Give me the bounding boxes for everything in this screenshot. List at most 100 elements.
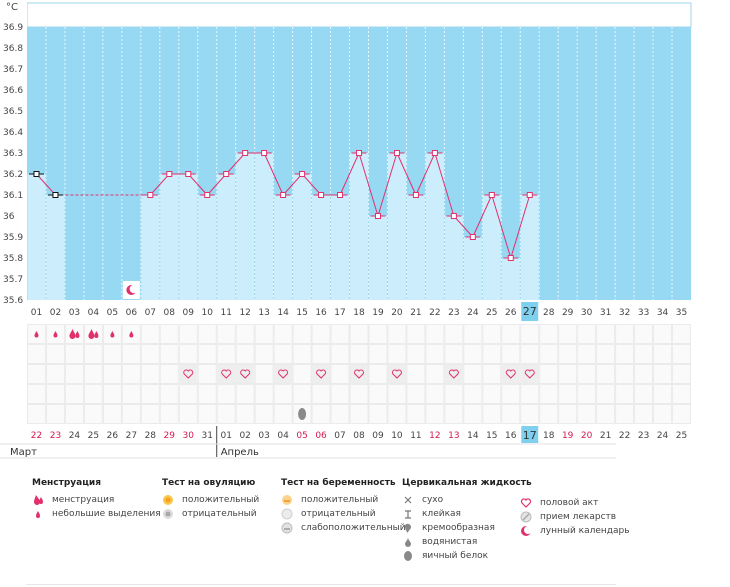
- y-tick-label: 36.2: [3, 170, 23, 180]
- y-tick-label: 35.6: [3, 296, 23, 306]
- symptom-cell: [672, 364, 691, 384]
- symptom-cell: [216, 324, 236, 344]
- y-tick-label: 36.1: [3, 191, 23, 201]
- cycle-day-label: 35: [676, 308, 687, 318]
- symptom-cell: [387, 344, 407, 364]
- bottom-divider: [26, 584, 616, 585]
- symptom-cell: [444, 344, 464, 364]
- cycle-day-label: 07: [145, 308, 156, 318]
- cycle-day-label: 25: [486, 308, 497, 318]
- legend-label: отрицательный: [301, 509, 376, 519]
- temperature-bar: [27, 174, 46, 300]
- temperature-bar: [198, 195, 217, 300]
- temperature-point: [356, 150, 362, 156]
- temperature-point: [261, 150, 268, 156]
- temperature-bar: [368, 216, 387, 300]
- symptom-cell: [349, 344, 369, 364]
- symptom-cell: [672, 344, 691, 364]
- symptom-cell: [406, 344, 426, 364]
- legend-item: половой акт: [520, 496, 630, 510]
- cycle-day-label: 22: [429, 308, 440, 318]
- heart-icon: [391, 369, 402, 379]
- temperature-bar: [387, 153, 406, 300]
- date-label: 06: [315, 431, 327, 441]
- symptom-cell: [672, 384, 691, 404]
- cycle-day-label: 06: [126, 308, 138, 318]
- symptom-cell: [349, 384, 369, 404]
- symptom-cell-filled: [350, 365, 368, 383]
- symptom-cell: [577, 404, 597, 424]
- symptom-cell: [482, 384, 502, 404]
- chart-top-strip: [26, 2, 692, 28]
- symptom-cell: [64, 364, 84, 384]
- light-drop-icon: [53, 331, 58, 338]
- pregnancy-weak-icon: [281, 522, 293, 534]
- ovulation-negative-icon: [162, 508, 174, 520]
- temperature-line: [377, 152, 398, 217]
- light-drop-icon: [34, 331, 39, 338]
- date-label: 27: [126, 431, 137, 441]
- cycle-day-label: 34: [657, 308, 669, 318]
- symptom-cell: [558, 364, 578, 384]
- symptom-cell: [596, 404, 616, 424]
- symptom-cell: [330, 344, 350, 364]
- symptom-cell: [539, 404, 559, 424]
- symptom-cell: [273, 324, 293, 344]
- symptom-cell: [273, 344, 293, 364]
- temperature-bar: [255, 153, 274, 300]
- symptom-cell: [615, 364, 635, 384]
- date-label: 28: [145, 431, 157, 441]
- symptom-cell: [558, 344, 578, 364]
- dry-icon: [402, 494, 414, 506]
- date-label: 17: [523, 429, 537, 442]
- cycle-day-label: 09: [183, 308, 195, 318]
- temperature-line: [472, 194, 493, 238]
- temperature-point: [242, 150, 249, 156]
- watery-icon: [402, 536, 414, 548]
- pregnancy-positive-icon: [281, 494, 293, 506]
- symptom-cell: [520, 404, 540, 424]
- temperature-bar: [236, 153, 255, 300]
- legend-item: отрицательный: [281, 507, 406, 521]
- eggwhite-icon: [298, 408, 307, 420]
- symptom-cell: [311, 324, 331, 344]
- symptom-cell: [577, 384, 597, 404]
- legend-label: положительный: [182, 495, 260, 505]
- legend-other: половой акт прием лекарств лунный календ…: [520, 496, 630, 538]
- symptom-cell: [634, 344, 654, 364]
- symptom-cell: [577, 364, 597, 384]
- symptom-cell: [216, 404, 236, 424]
- symptom-cell-filled: [502, 365, 520, 383]
- temperature-line: [453, 215, 474, 238]
- temperature-point: [450, 213, 457, 219]
- symptom-cell: [615, 344, 635, 364]
- temperature-line: [206, 173, 227, 196]
- symptom-cell: [140, 344, 160, 364]
- heavy-drop-icon: [88, 329, 95, 339]
- y-axis-background: [0, 0, 27, 304]
- symptom-cell: [425, 384, 445, 404]
- temperature-point: [393, 150, 400, 156]
- heart-icon: [524, 369, 535, 379]
- legend-pregnancy-title: Тест на беременность: [281, 478, 396, 488]
- symptom-cell: [178, 404, 198, 424]
- symptom-cell: [159, 344, 179, 364]
- symptom-cell: [102, 364, 122, 384]
- cycle-day-label: 28: [543, 308, 555, 318]
- temperature-bar: [331, 195, 350, 300]
- legend-cervical: Цервикальная жидкость сухо клейкая кремо…: [402, 478, 532, 563]
- date-label: 23: [50, 431, 61, 441]
- symptom-cell: [387, 404, 407, 424]
- y-tick-label: 36.4: [3, 128, 23, 138]
- moon-icon-cut: [129, 284, 139, 294]
- cycle-day-label: 31: [600, 308, 611, 318]
- temperature-point: [507, 255, 514, 261]
- symptom-cell: [539, 364, 559, 384]
- symptom-cell: [121, 384, 141, 404]
- cycle-day-label: 23: [448, 308, 459, 318]
- temperature-bar: [463, 237, 482, 300]
- temperature-point: [318, 192, 325, 198]
- symptom-cell: [577, 344, 597, 364]
- symptom-cell: [615, 404, 635, 424]
- symptom-cell: [349, 324, 369, 344]
